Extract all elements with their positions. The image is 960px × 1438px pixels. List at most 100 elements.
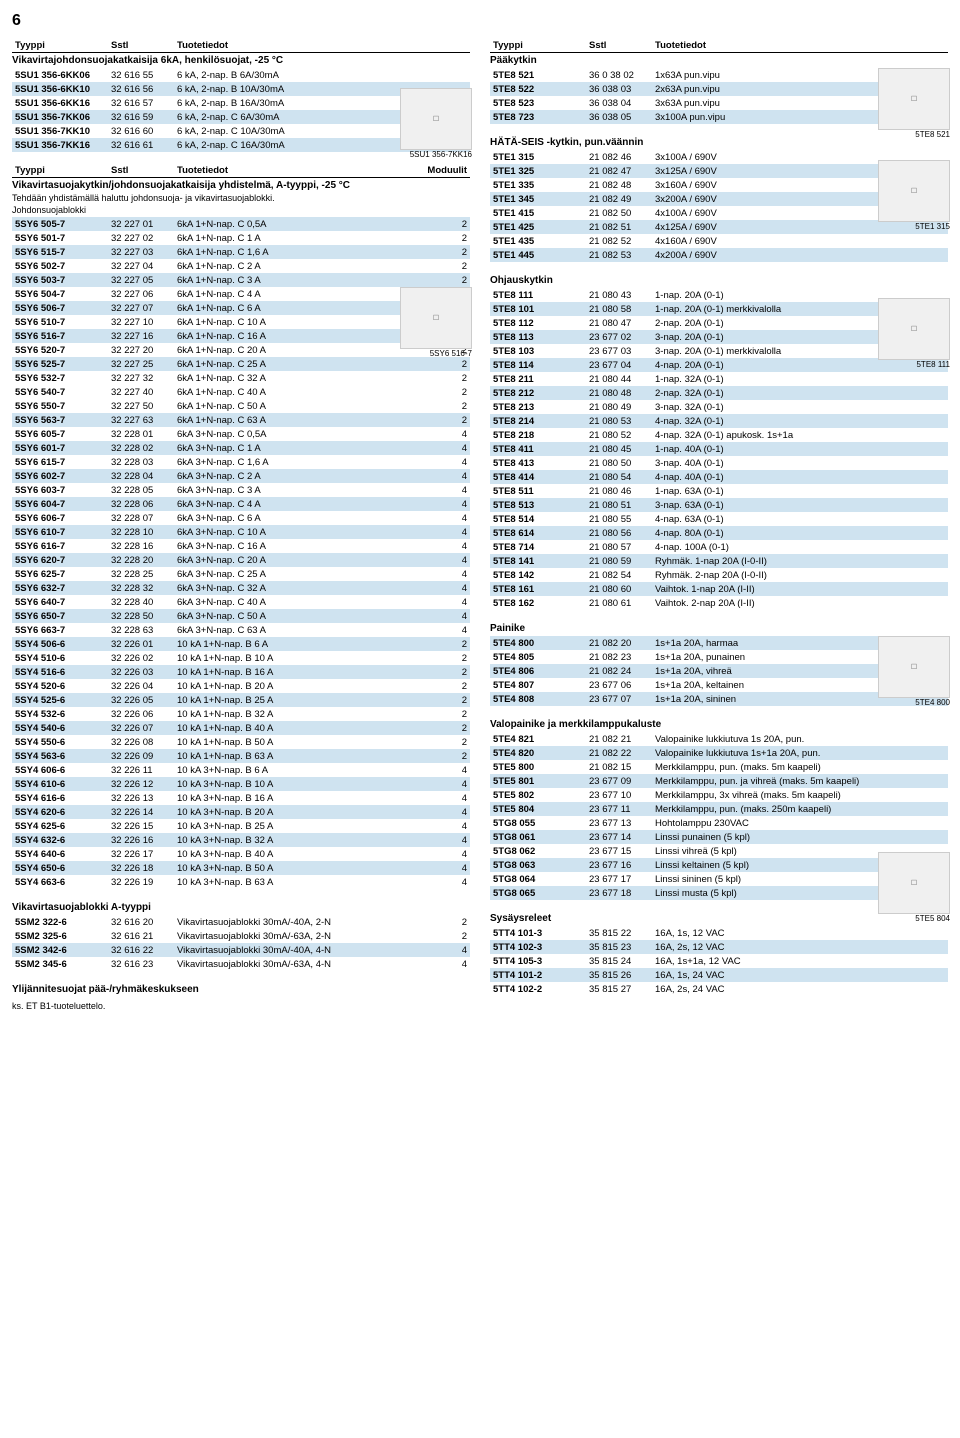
info-cell: 2-nap. 32A (0-1) [652, 386, 948, 400]
type-cell: 5SY6 532-7 [12, 371, 108, 385]
sstl-cell: 32 227 40 [108, 385, 174, 399]
type-cell: 5TE8 101 [490, 302, 586, 316]
table-row: 5SY4 606-632 226 1110 kA 3+N-nap. B 6 A4 [12, 763, 470, 777]
sstl-cell: 32 226 04 [108, 679, 174, 693]
info-cell: 6kA 3+N-nap. C 32 A [174, 581, 446, 595]
table-row: 5TE5 80423 677 11Merkkilamppu, pun. (mak… [490, 802, 948, 816]
sstl-cell: 36 0 38 02 [586, 68, 652, 82]
type-cell: 5TT4 101-3 [490, 926, 586, 940]
table-row: 5SY6 604-732 228 066kA 3+N-nap. C 4 A4 [12, 497, 470, 511]
type-cell: 5TE1 445 [490, 248, 586, 262]
info-cell: Vikavirtasuojablokki 30mA/-63A, 2-N [174, 929, 446, 943]
table-row: 5TG8 06123 677 14Linssi punainen (5 kpl) [490, 830, 948, 844]
sstl-cell: 32 226 03 [108, 665, 174, 679]
table-row: 5SY4 506-632 226 0110 kA 1+N-nap. B 6 A2 [12, 637, 470, 651]
type-cell: 5TE8 112 [490, 316, 586, 330]
info-cell: 6kA 3+N-nap. C 50 A [174, 609, 446, 623]
table-row: 5SY6 640-732 228 406kA 3+N-nap. C 40 A4 [12, 595, 470, 609]
sstl-cell: 32 616 59 [108, 110, 174, 124]
info-cell: 10 kA 3+N-nap. B 6 A [174, 763, 446, 777]
type-cell: 5TE1 425 [490, 220, 586, 234]
section-title: Valopainike ja merkkilamppukaluste [490, 717, 948, 732]
info-cell: 10 kA 1+N-nap. B 63 A [174, 749, 446, 763]
info-cell: 10 kA 3+N-nap. B 32 A [174, 833, 446, 847]
type-cell: 5TE8 714 [490, 540, 586, 554]
sstl-cell: 32 616 21 [108, 929, 174, 943]
type-cell: 5TE4 800 [490, 636, 586, 650]
mod-cell: 4 [446, 609, 470, 623]
mod-cell: 2 [446, 707, 470, 721]
info-cell: 6kA 3+N-nap. C 4 A [174, 497, 446, 511]
sstl-cell: 32 227 05 [108, 273, 174, 287]
mod-cell: 4 [446, 861, 470, 875]
mod-cell: 2 [446, 273, 470, 287]
type-cell: 5SY6 605-7 [12, 427, 108, 441]
table-row: 5SY6 540-732 227 406kA 1+N-nap. C 40 A2 [12, 385, 470, 399]
product-table: TyyppiSstlTuotetiedot [490, 38, 948, 53]
table-row: 5SY6 515-732 227 036kA 1+N-nap. C 1,6 A2 [12, 245, 470, 259]
table-row: 5SY6 602-732 228 046kA 3+N-nap. C 2 A4 [12, 469, 470, 483]
sstl-cell: 32 226 17 [108, 847, 174, 861]
col-header: Sstl [586, 38, 652, 53]
sstl-cell: 32 228 03 [108, 455, 174, 469]
sstl-cell: 32 228 50 [108, 609, 174, 623]
type-cell: 5SY6 501-7 [12, 231, 108, 245]
col-header: Tyyppi [490, 38, 586, 53]
info-cell: 10 kA 1+N-nap. B 32 A [174, 707, 446, 721]
sstl-cell: 21 080 46 [586, 484, 652, 498]
table-row: 5SY6 505-732 227 016kA 1+N-nap. C 0,5A2 [12, 217, 470, 231]
info-cell: 16A, 2s, 12 VAC [652, 940, 948, 954]
mod-cell: 4 [446, 469, 470, 483]
sstl-cell: 23 677 02 [586, 330, 652, 344]
table-row: 5SM2 325-632 616 21Vikavirtasuojablokki … [12, 929, 470, 943]
table-row: 5TE8 41321 080 503-nap. 40A (0-1) [490, 456, 948, 470]
sstl-cell: 32 616 20 [108, 915, 174, 929]
product-image: ☐ [878, 298, 950, 360]
mod-cell: 4 [446, 847, 470, 861]
type-cell: 5SY6 604-7 [12, 497, 108, 511]
info-cell: 10 kA 1+N-nap. B 20 A [174, 679, 446, 693]
type-cell: 5SU1 356-7KK10 [12, 124, 108, 138]
sstl-cell: 21 080 57 [586, 540, 652, 554]
type-cell: 5TE8 414 [490, 470, 586, 484]
product-table: 5TT4 101-335 815 2216A, 1s, 12 VAC5TT4 1… [490, 926, 948, 996]
type-cell: 5TE5 804 [490, 802, 586, 816]
mod-cell: 4 [446, 539, 470, 553]
info-cell: 16A, 2s, 24 VAC [652, 982, 948, 996]
info-cell: 6kA 3+N-nap. C 1,6 A [174, 455, 446, 469]
info-cell: 10 kA 1+N-nap. B 50 A [174, 735, 446, 749]
info-cell: 10 kA 3+N-nap. B 25 A [174, 819, 446, 833]
info-cell: 6kA 3+N-nap. C 40 A [174, 595, 446, 609]
sstl-cell: 21 082 24 [586, 664, 652, 678]
type-cell: 5SU1 356-6KK06 [12, 68, 108, 82]
product-table: 5SM2 322-632 616 20Vikavirtasuojablokki … [12, 915, 470, 971]
product-image: ☐ [400, 88, 472, 150]
info-cell: Vikavirtasuojablokki 30mA/-63A, 4-N [174, 957, 446, 971]
type-cell: 5TE5 802 [490, 788, 586, 802]
sstl-cell: 32 227 16 [108, 329, 174, 343]
type-cell: 5SY4 520-6 [12, 679, 108, 693]
type-cell: 5TE8 161 [490, 582, 586, 596]
image-caption: 5TE8 521 [915, 130, 950, 139]
info-cell: Merkkilamppu, pun. (maks. 250m kaapeli) [652, 802, 948, 816]
type-cell: 5TG8 062 [490, 844, 586, 858]
table-row: 5SY4 540-632 226 0710 kA 1+N-nap. B 40 A… [12, 721, 470, 735]
table-row: 5SY6 663-732 228 636kA 3+N-nap. C 63 A4 [12, 623, 470, 637]
type-cell: 5TE1 415 [490, 206, 586, 220]
table-row: 5SY6 650-732 228 506kA 3+N-nap. C 50 A4 [12, 609, 470, 623]
info-cell: 6kA 3+N-nap. C 25 A [174, 567, 446, 581]
image-caption: 5TE4 800 [915, 698, 950, 707]
type-cell: 5TE8 211 [490, 372, 586, 386]
type-cell: 5SY6 503-7 [12, 273, 108, 287]
info-cell: 10 kA 3+N-nap. B 63 A [174, 875, 446, 889]
type-cell: 5TG8 065 [490, 886, 586, 900]
mod-cell: 4 [446, 875, 470, 889]
mod-cell: 4 [446, 763, 470, 777]
sstl-cell: 32 227 50 [108, 399, 174, 413]
table-row: 5TE4 82121 082 21Valopainike lukkiutuva … [490, 732, 948, 746]
type-cell: 5SY6 603-7 [12, 483, 108, 497]
table-row: 5SY6 605-732 228 016kA 3+N-nap. C 0,5A4 [12, 427, 470, 441]
sstl-cell: 21 080 54 [586, 470, 652, 484]
table-row: 5SY6 610-732 228 106kA 3+N-nap. C 10 A4 [12, 525, 470, 539]
sstl-cell: 32 227 10 [108, 315, 174, 329]
